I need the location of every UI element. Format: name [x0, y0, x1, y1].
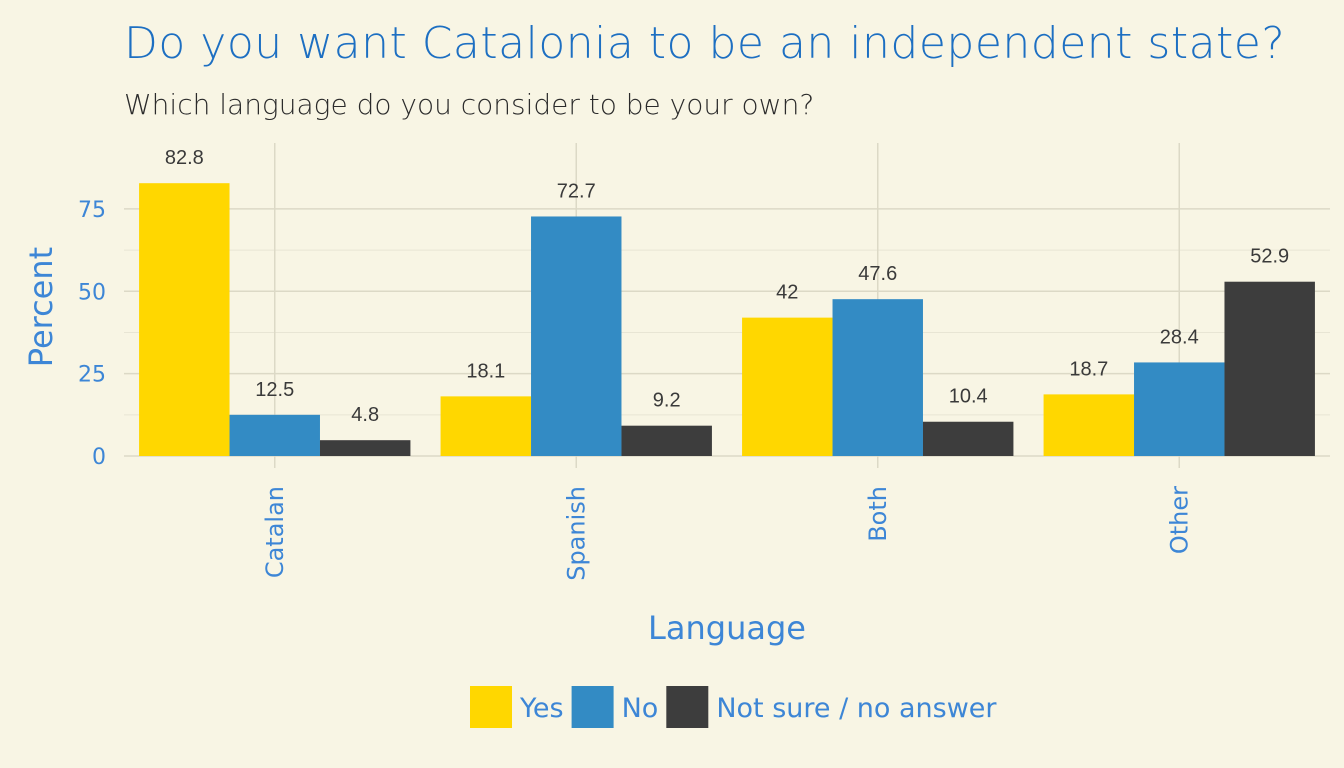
bar [621, 425, 712, 456]
x-tick-label: Both [864, 486, 892, 542]
bar [229, 414, 320, 456]
y-axis-ticks: 0 25 50 75 [78, 198, 106, 470]
legend-swatch [666, 686, 709, 728]
data-label: 18.7 [1069, 358, 1108, 380]
data-label: 52.9 [1250, 246, 1289, 268]
legend-swatch [470, 686, 512, 728]
y-tick-label: 0 [92, 445, 106, 470]
y-tick-label: 75 [78, 198, 106, 223]
bar [139, 183, 230, 456]
data-label: 12.5 [255, 379, 294, 401]
legend-label: No [622, 693, 659, 724]
legend: Yes No Not sure / no answer [470, 686, 997, 728]
data-label: 82.8 [165, 147, 204, 169]
chart-subtitle: Which language do you consider to be you… [124, 88, 815, 121]
bars [139, 183, 1315, 456]
bar [742, 317, 833, 456]
y-tick-label: 50 [78, 280, 106, 305]
data-label: 42 [776, 282, 798, 304]
bar [531, 216, 622, 456]
bar [440, 396, 532, 456]
bar [319, 440, 411, 456]
chart-title: Do you want Catalonia to be an independe… [124, 18, 1286, 69]
legend-label: Not sure / no answer [716, 693, 997, 724]
data-labels: 82.8 12.5 4.8 18.1 72.7 9.2 42 47.6 10.4 18.7 28.4… [165, 147, 1289, 426]
bar [922, 421, 1014, 456]
data-label: 18.1 [466, 360, 505, 382]
bar [832, 299, 923, 456]
x-axis-title: Language [648, 609, 806, 647]
bar [1224, 281, 1315, 456]
bar [1043, 394, 1135, 456]
data-label: 4.8 [351, 404, 379, 426]
data-label: 28.4 [1160, 326, 1199, 348]
legend-label: Yes [519, 693, 564, 724]
data-label: 47.6 [858, 263, 897, 285]
data-label: 9.2 [653, 390, 681, 412]
data-label: 10.4 [949, 386, 988, 408]
x-tick-label: Other [1165, 486, 1193, 554]
bar [1134, 362, 1225, 456]
x-tick-label: Spanish [562, 486, 590, 581]
y-axis-title: Percent [22, 247, 60, 367]
x-tick-label: Catalan [261, 486, 289, 578]
legend-swatch [571, 686, 614, 728]
data-label: 72.7 [557, 180, 596, 202]
x-axis-ticks: Catalan Spanish Both Other [261, 486, 1194, 581]
y-tick-label: 25 [78, 363, 106, 388]
